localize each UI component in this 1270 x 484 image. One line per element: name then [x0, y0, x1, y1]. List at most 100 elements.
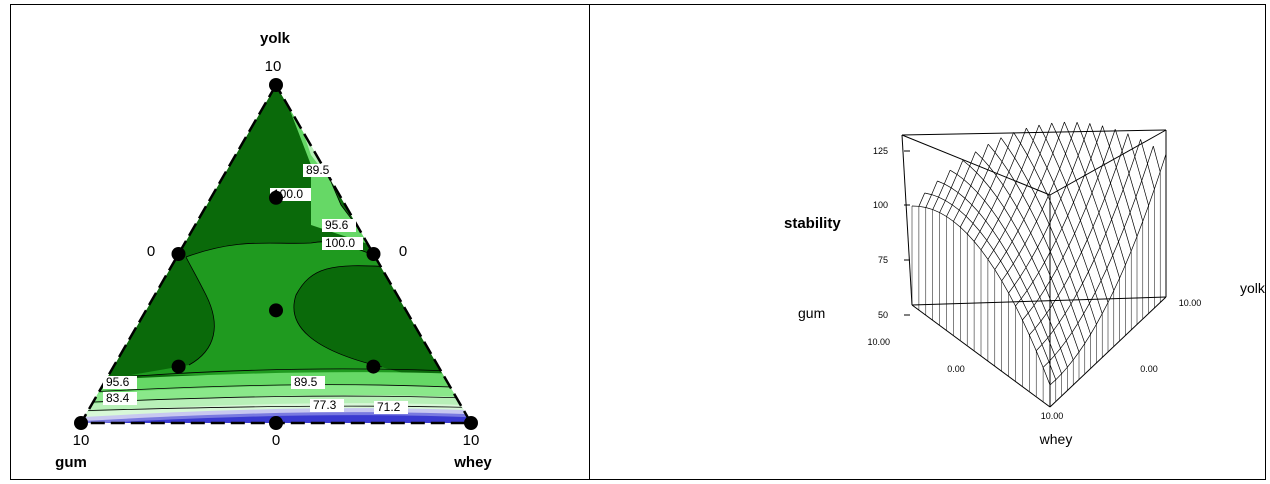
design-point — [171, 247, 186, 261]
mesh-line — [1102, 125, 1138, 237]
contour-label-box — [291, 376, 325, 389]
mesh-line — [1008, 123, 1091, 294]
panel-divider — [589, 5, 590, 479]
box-edge — [1049, 129, 1167, 196]
contour-label-box — [374, 401, 408, 414]
z-axis-ticks: 125 100 75 50 — [873, 146, 910, 320]
mesh-line — [953, 144, 989, 222]
mesh-line — [1127, 133, 1149, 206]
mesh-line — [959, 137, 1002, 228]
mesh-line — [1000, 137, 1091, 335]
mesh-line — [962, 160, 1074, 361]
side-value-right: 0 — [399, 243, 407, 260]
mesh-line — [1064, 121, 1120, 279]
contour-label: 77.3 — [313, 398, 337, 412]
mesh-line — [1001, 122, 1078, 282]
contour-line — [81, 405, 471, 412]
tick-whey-max: 10.00 — [1041, 411, 1064, 421]
design-point — [464, 416, 478, 430]
mesh-line — [987, 122, 1053, 260]
mesh-line — [924, 192, 1057, 380]
surface-wireframe — [911, 121, 1167, 407]
mesh-line — [946, 151, 976, 217]
mesh-line — [1029, 133, 1129, 336]
contour-line — [81, 384, 471, 394]
mesh-line — [918, 192, 926, 207]
contour-label-box — [322, 237, 363, 250]
design-point — [269, 190, 283, 205]
tick-whey-min: 0.00 — [1140, 364, 1158, 374]
mesh-line — [1035, 139, 1141, 351]
axis-label-whey: whey — [1039, 431, 1073, 447]
mesh-line — [973, 127, 1027, 242]
side-value-left: 0 — [147, 243, 155, 260]
response-surface-plot: 125 100 75 50 stability gum whey yolk 10.00… — [784, 121, 1266, 447]
mesh-line — [1114, 129, 1144, 222]
contour-label: 95.6 — [325, 218, 349, 232]
contour-label-box — [303, 164, 337, 177]
box-edge — [911, 296, 1167, 306]
corner-label-yolk: yolk — [260, 30, 291, 47]
contour-line — [185, 256, 215, 366]
mesh-line — [925, 180, 938, 208]
tick-yolk-max: 10.00 — [1179, 298, 1202, 308]
box-edge — [901, 134, 1051, 196]
region-band — [81, 415, 471, 423]
mesh-line — [1013, 132, 1097, 325]
z-axis-label: stability — [784, 215, 841, 232]
figure-frame: 89.5 100.0 95.6 100.0 95.6 83.4 89.5 77.3 71.2 y… — [10, 4, 1266, 480]
axis-label-gum: gum — [798, 305, 825, 321]
mesh-line — [1140, 139, 1155, 190]
contour-label-box — [103, 376, 137, 389]
mesh-line — [1022, 129, 1116, 321]
mesh-line — [980, 124, 1040, 250]
mesh-line — [1015, 125, 1103, 307]
mesh-line — [1051, 122, 1115, 291]
z-tick-label: 75 — [878, 255, 888, 265]
axis-label-yolk: yolk — [1240, 280, 1265, 296]
tick-gum-min: 0.00 — [947, 364, 965, 374]
mesh-line — [1089, 123, 1132, 252]
corner-value-gum: 10 — [73, 432, 90, 449]
contour-label: 100.0 — [325, 236, 355, 250]
surface-bounding-box — [901, 129, 1167, 408]
contour-line — [293, 265, 392, 368]
z-tick-label: 50 — [878, 310, 888, 320]
contour-label: 89.5 — [294, 375, 318, 389]
mesh-line — [1038, 124, 1109, 303]
z-tick-label: 125 — [873, 146, 888, 156]
design-point — [269, 303, 283, 318]
contour-label-box — [103, 392, 137, 405]
surface-plot-panel: 125 100 75 50 stability gum whey yolk 10.00… — [590, 5, 1266, 479]
contour-label: 71.2 — [377, 400, 401, 414]
mesh-line — [1076, 122, 1126, 266]
design-point — [171, 359, 186, 374]
side-value-bottom: 0 — [272, 432, 280, 449]
corner-value-whey: 10 — [463, 432, 480, 449]
tick-gum-max: 10.00 — [867, 337, 890, 347]
mesh-line — [932, 170, 951, 210]
mesh-line — [966, 132, 1014, 234]
mesh-line — [987, 143, 1086, 344]
contour-label: 89.5 — [306, 163, 330, 177]
contour-label-box — [322, 219, 356, 232]
mesh-line — [1042, 145, 1154, 368]
mesh-line — [975, 151, 1080, 353]
contour-label: 83.4 — [106, 391, 130, 405]
design-point — [74, 416, 88, 430]
z-tick-label: 100 — [873, 200, 888, 210]
design-points — [74, 78, 478, 430]
ternary-contour-panel: 89.5 100.0 95.6 100.0 95.6 83.4 89.5 77.3 71.2 y… — [11, 5, 589, 479]
corner-label-whey: whey — [453, 454, 492, 471]
design-point — [269, 78, 283, 92]
contour-label-box — [310, 399, 344, 412]
mesh-line — [1025, 127, 1103, 314]
mesh-line — [949, 169, 1068, 368]
box-edge — [901, 134, 913, 306]
design-point — [366, 359, 381, 374]
mesh-line — [1152, 146, 1161, 172]
mesh-line — [939, 160, 964, 213]
box-edge — [901, 129, 1167, 136]
design-point — [366, 247, 381, 261]
